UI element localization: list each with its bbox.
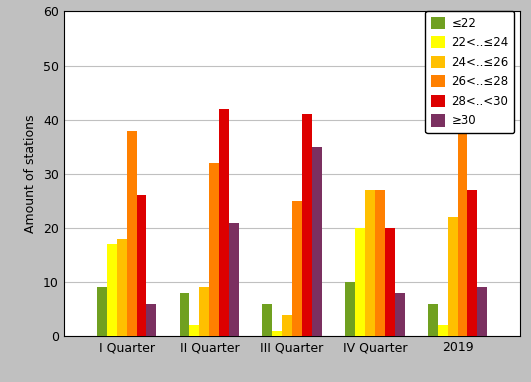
Bar [262, 304, 272, 336]
Bar [190, 325, 200, 336]
Bar [355, 228, 365, 336]
Bar [179, 293, 190, 336]
Bar [272, 331, 282, 336]
Bar [438, 325, 448, 336]
Bar [136, 196, 147, 336]
Bar [312, 147, 322, 336]
Bar [200, 288, 209, 336]
Bar [384, 228, 395, 336]
Bar [282, 314, 292, 336]
Bar [209, 163, 219, 336]
Bar [395, 293, 405, 336]
Bar [375, 190, 384, 336]
Bar [428, 304, 438, 336]
Bar [229, 222, 239, 336]
Bar [458, 76, 467, 336]
Bar [345, 282, 355, 336]
Bar [97, 288, 107, 336]
Bar [467, 190, 477, 336]
Bar [292, 201, 302, 336]
Bar [126, 131, 136, 336]
Bar [107, 244, 117, 336]
Bar [147, 304, 156, 336]
Bar [448, 217, 458, 336]
Bar [477, 288, 487, 336]
Bar [365, 190, 375, 336]
Bar [219, 109, 229, 336]
Bar [302, 114, 312, 336]
Bar [117, 239, 126, 336]
Y-axis label: Amount of stations: Amount of stations [24, 115, 37, 233]
Legend: ≤22, 22<..≤24, 24<..≤26, 26<..≤28, 28<..<30, ≥30: ≤22, 22<..≤24, 24<..≤26, 26<..≤28, 28<..… [425, 11, 515, 133]
